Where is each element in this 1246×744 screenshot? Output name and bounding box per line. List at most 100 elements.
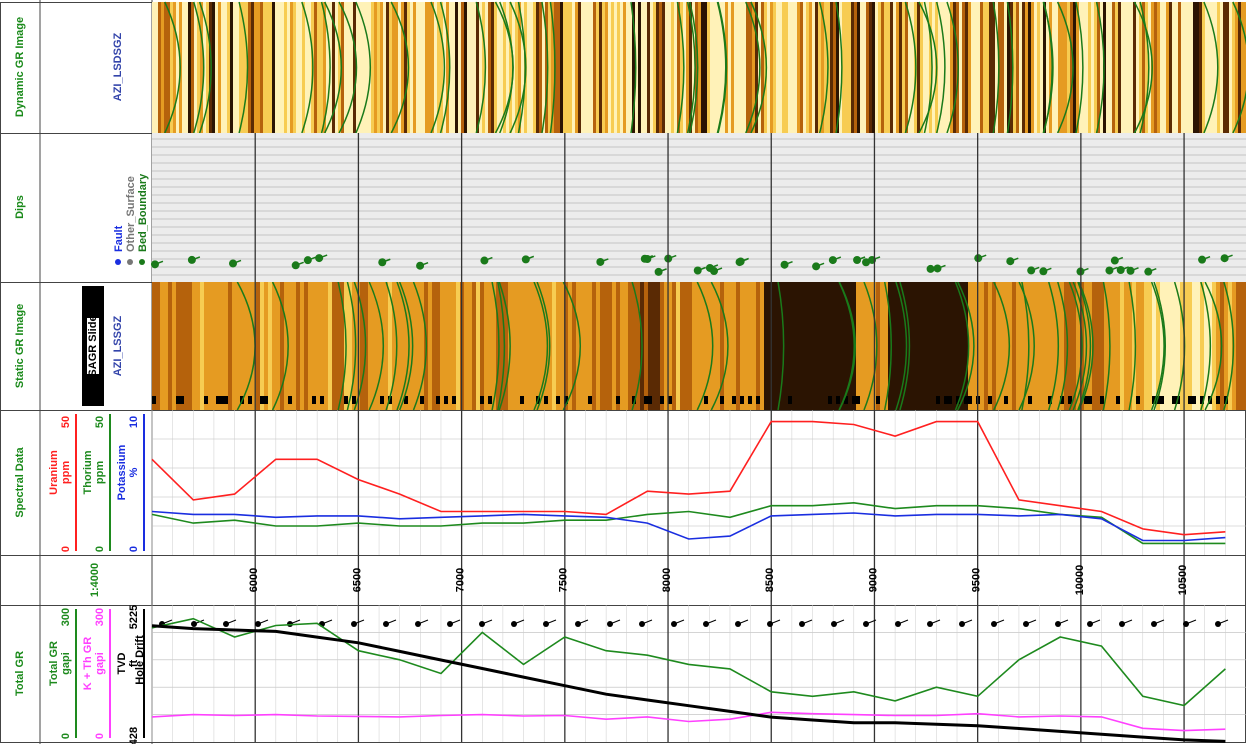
- image-gap: [732, 396, 738, 404]
- image-gap: [420, 396, 426, 404]
- image-stripe: [156, 282, 160, 410]
- image-stripe: [710, 2, 713, 133]
- image-stripe: [857, 2, 860, 133]
- dip-tadpole: [933, 264, 942, 273]
- image-stripe: [1028, 282, 1032, 410]
- image-stripe: [928, 282, 932, 410]
- image-stripe: [1061, 2, 1064, 133]
- curve-name: Total GR: [48, 641, 60, 686]
- image-stripe: [611, 2, 614, 133]
- image-stripe: [1037, 2, 1040, 133]
- image-stripe: [1139, 2, 1142, 133]
- image-stripe: [264, 282, 268, 410]
- image-stripe: [632, 2, 635, 133]
- image-stripe: [468, 282, 472, 410]
- image-stripe: [911, 2, 914, 133]
- image-stripe: [785, 2, 788, 133]
- image-stripe: [1223, 2, 1226, 133]
- image-stripe: [332, 282, 336, 410]
- dip-tadpole: [291, 261, 300, 270]
- image-stripe: [413, 2, 416, 133]
- image-stripe: [362, 2, 365, 133]
- image-stripe: [236, 2, 239, 133]
- image-stripe: [368, 282, 372, 410]
- image-stripe: [636, 282, 640, 410]
- image-stripe: [1200, 282, 1204, 410]
- image-stripe: [992, 2, 995, 133]
- image-stripe: [592, 282, 596, 410]
- bed-sinusoid: [1204, 281, 1223, 411]
- image-gap: [1160, 396, 1166, 404]
- slide-label: SAGR Slide: [87, 315, 99, 376]
- image-stripe: [926, 2, 929, 133]
- bed-sinusoid: [301, 1, 314, 134]
- image-stripe: [500, 2, 503, 133]
- image-stripe: [188, 282, 192, 410]
- image-stripe: [737, 2, 740, 133]
- image-stripe: [650, 2, 653, 133]
- image-gap: [248, 396, 254, 404]
- image-stripe: [518, 2, 521, 133]
- image-stripe: [1040, 2, 1043, 133]
- image-stripe: [324, 282, 328, 410]
- image-gap: [320, 396, 326, 404]
- image-gap: [264, 396, 270, 404]
- bed-sinusoid: [368, 281, 385, 411]
- image-stripe: [216, 282, 220, 410]
- image-stripe: [392, 2, 395, 133]
- image-stripe: [797, 2, 800, 133]
- image-stripe: [828, 282, 832, 410]
- image-stripe: [719, 2, 722, 133]
- image-stripe: [722, 2, 725, 133]
- image-stripe: [1040, 282, 1044, 410]
- dips-background: [152, 133, 1246, 282]
- bed-sinusoid: [1068, 281, 1083, 411]
- drift-tadpole: [1023, 621, 1029, 627]
- image-stripe: [320, 282, 324, 410]
- image-stripe: [184, 282, 188, 410]
- image-stripe: [569, 2, 572, 133]
- image-stripe: [708, 282, 712, 410]
- image-stripe: [192, 282, 196, 410]
- legend-entry: Bed_Boundary: [137, 173, 149, 252]
- image-stripe: [1100, 2, 1103, 133]
- image-stripe: [820, 282, 824, 410]
- dip-tadpole: [229, 259, 238, 268]
- image-stripe: [383, 2, 386, 133]
- image-gap: [216, 396, 222, 404]
- image-stripe: [314, 2, 317, 133]
- dip-tadpole: [187, 255, 196, 264]
- bed-sinusoid: [1006, 1, 1014, 134]
- dip-tadpole: [150, 260, 159, 269]
- image-stripe: [1224, 282, 1228, 410]
- scale-min: 0: [94, 546, 106, 552]
- image-gap: [856, 396, 862, 404]
- image-stripe: [170, 2, 173, 133]
- image-stripe: [304, 282, 308, 410]
- image-stripe: [647, 2, 650, 133]
- image-stripe: [520, 282, 524, 410]
- bed-sinusoid: [536, 281, 551, 411]
- image-gap: [1084, 396, 1090, 404]
- image-stripe: [1118, 2, 1121, 133]
- bed-sinusoid: [1048, 281, 1060, 411]
- image-stripe: [1046, 2, 1049, 133]
- image-stripe: [868, 282, 872, 410]
- image-stripe: [263, 2, 266, 133]
- image-stripe: [158, 2, 161, 133]
- bed-sinusoid: [541, 1, 549, 134]
- image-stripe: [1136, 2, 1139, 133]
- image-gap: [480, 396, 486, 404]
- image-stripe: [560, 282, 564, 410]
- image-stripe: [1187, 2, 1190, 133]
- legend-marker: [115, 259, 121, 265]
- image-stripe: [701, 2, 704, 133]
- image-stripe: [200, 2, 203, 133]
- image-stripe: [581, 2, 584, 133]
- image-stripe: [1104, 282, 1108, 410]
- bed-sinusoid: [895, 281, 908, 411]
- image-stripe: [590, 2, 593, 133]
- image-stripe: [296, 2, 299, 133]
- image-stripe: [224, 282, 228, 410]
